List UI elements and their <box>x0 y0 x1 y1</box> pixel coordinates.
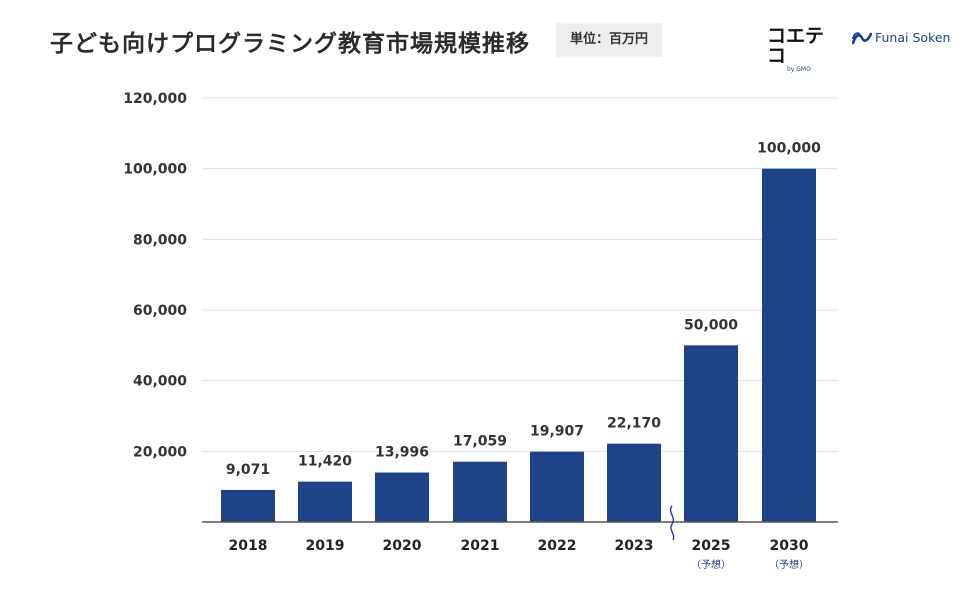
bar <box>684 345 738 522</box>
data-label: 100,000 <box>757 141 821 157</box>
y-tick-label: 120,000 <box>123 91 187 107</box>
x-tick-label: 2021 <box>461 538 500 554</box>
koeteko-logo-subtext: by GMO <box>787 66 811 73</box>
x-tick-label: 2019 <box>306 538 345 554</box>
y-tick-label: 80,000 <box>133 232 187 248</box>
bars: 9,071 11,420 13,996 17,059 19,907 22,170 50,00… <box>221 141 821 522</box>
x-axis-labels: 2018 2019 2020 2021 2022 2023 2025 （予想） 2030 （予想） <box>229 538 809 571</box>
y-tick-label: 20,000 <box>133 444 187 460</box>
data-label: 22,170 <box>607 416 661 432</box>
bar <box>530 451 584 522</box>
x-tick-label: 2030 <box>770 538 809 554</box>
x-tick-label: 2025 <box>692 538 731 554</box>
forecast-note: （予想） <box>769 558 809 571</box>
y-axis-ticks: 20,000 40,000 60,000 80,000 100,000 120,000 <box>123 91 187 460</box>
bar <box>298 481 352 522</box>
data-label: 11,420 <box>298 454 352 470</box>
data-label: 50,000 <box>684 317 738 333</box>
chart-title: 子ども向けプログラミング教育市場規模推移 <box>50 31 530 57</box>
axis-break-mark <box>669 505 675 541</box>
data-label: 19,907 <box>530 424 584 440</box>
funai-wave-icon <box>852 31 872 44</box>
unit-label: 単位：百万円 <box>556 23 663 57</box>
bar <box>762 168 816 522</box>
gridlines <box>202 97 838 452</box>
funai-soken-logo: Funai Soken <box>852 30 950 45</box>
x-tick-label: 2020 <box>383 538 422 554</box>
data-label: 17,059 <box>453 434 507 450</box>
data-label: 13,996 <box>375 445 429 461</box>
koeteko-logo-text: コエテコ <box>767 25 825 67</box>
bar <box>607 443 661 522</box>
bar <box>375 472 429 522</box>
y-tick-label: 40,000 <box>133 374 187 390</box>
y-tick-label: 60,000 <box>133 303 187 319</box>
x-tick-label: 2023 <box>615 538 654 554</box>
bar <box>221 489 275 522</box>
forecast-note: （予想） <box>691 558 731 571</box>
bar <box>453 461 507 522</box>
y-tick-label: 100,000 <box>123 162 187 178</box>
data-label: 9,071 <box>226 462 270 478</box>
x-tick-label: 2018 <box>229 538 268 554</box>
funai-logo-text: Funai Soken <box>875 30 951 45</box>
x-tick-label: 2022 <box>538 538 577 554</box>
koeteko-logo: コエテコ by GMO <box>767 26 833 74</box>
